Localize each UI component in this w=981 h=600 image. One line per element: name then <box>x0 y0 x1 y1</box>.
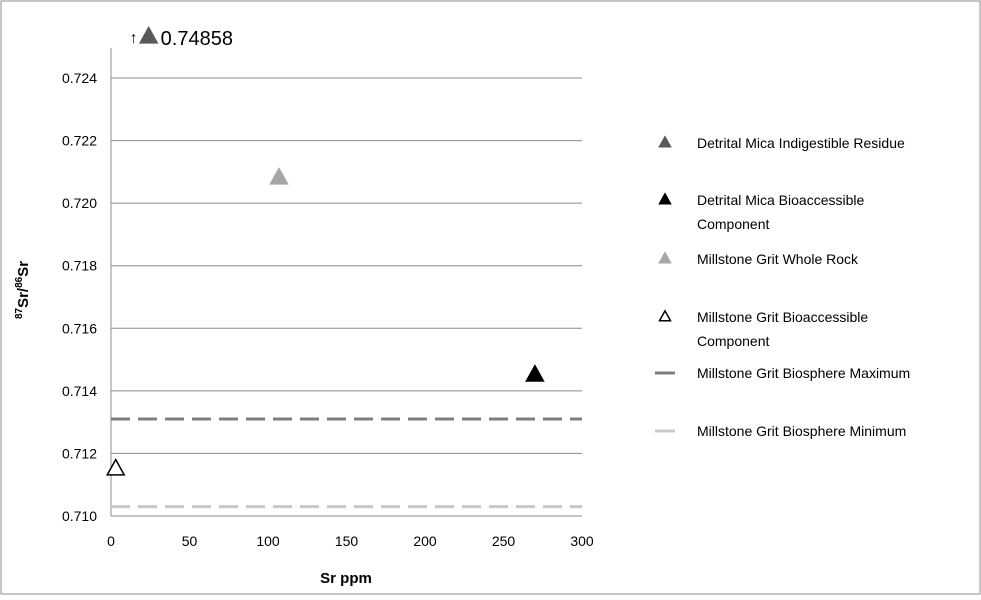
data-point <box>269 167 289 185</box>
reference-lines-layer <box>111 417 582 509</box>
y-tick-label: 0.712 <box>62 445 97 461</box>
data-point <box>525 364 545 382</box>
legend-label: Millstone Grit Biosphere Minimum <box>697 423 906 439</box>
y-tick-label: 0.722 <box>62 133 97 149</box>
y-axis-title-part2: Sr <box>15 261 32 277</box>
x-axis-title: Sr ppm <box>320 570 372 587</box>
x-tick-label: 100 <box>256 533 280 549</box>
legend-triangle-symbol <box>658 135 672 148</box>
points-layer: ↑ 0.74858 <box>105 25 545 476</box>
x-tick-label: 250 <box>492 533 516 549</box>
x-tick-label: 50 <box>182 533 198 549</box>
y-tick-label: 0.716 <box>62 320 97 336</box>
y-tick-label: 0.720 <box>62 195 97 211</box>
legend-label: Millstone Grit Bioaccessible <box>697 309 868 325</box>
legend-label: Detrital Mica Indigestible Residue <box>697 135 905 151</box>
off-scale-arrow: ↑ <box>130 30 138 47</box>
x-tick-label: 200 <box>413 533 437 549</box>
legend-label: Detrital Mica Bioaccessible <box>697 192 864 208</box>
legend-triangle-symbol <box>658 192 672 205</box>
y-tick-label: 0.714 <box>62 383 97 399</box>
y-tick-label: 0.718 <box>62 258 97 274</box>
y-axis-title: 87Sr/86Sr <box>14 261 32 319</box>
axes-layer: 0.710 0.712 0.714 0.716 0.718 0.720 0.722 0.724… <box>62 48 594 549</box>
data-label: 0.74858 <box>161 28 233 50</box>
y-tick-label: 0.724 <box>62 70 97 86</box>
y-axis-title-part1: Sr/ <box>15 287 32 308</box>
legend-label: Millstone Grit Whole Rock <box>697 251 859 267</box>
grid-layer <box>111 77 582 454</box>
legend: Detrital Mica Indigestible Residue Detrit… <box>655 135 910 439</box>
legend-label: Component <box>697 333 769 349</box>
legend-label: Component <box>697 216 769 232</box>
data-point <box>138 25 159 44</box>
x-tick-label: 300 <box>570 533 594 549</box>
x-tick-label: 150 <box>335 533 359 549</box>
y-tick-label: 0.710 <box>62 508 97 524</box>
x-tick-label: 0 <box>107 533 115 549</box>
data-point <box>105 458 126 476</box>
legend-triangle-symbol <box>658 309 672 322</box>
legend-triangle-symbol <box>658 251 672 264</box>
y-axis-title-sup1: 87 <box>14 307 25 319</box>
legend-label: Millstone Grit Biosphere Maximum <box>697 365 910 381</box>
y-axis-title-sup2: 86 <box>14 276 25 288</box>
